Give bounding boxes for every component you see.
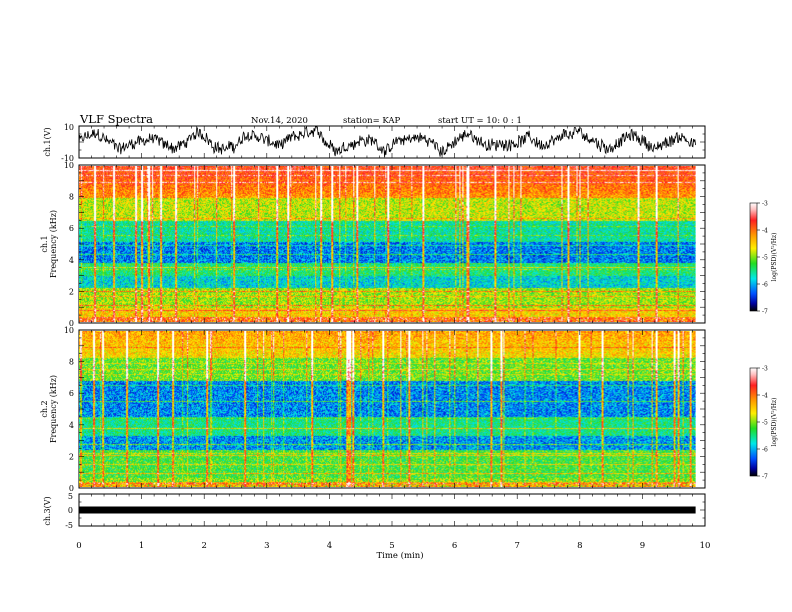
ch2-spec-tick-marks: [78, 329, 706, 489]
x-tick-label: 2: [201, 541, 206, 551]
ch1-spectrogram-panel: 0 2 4 6 8 10 ch.1 Frequency (kHz): [40, 161, 706, 328]
freq-tick-label: 4: [69, 421, 74, 430]
ch3-ytick-bottom: -5: [65, 521, 73, 530]
freq-tick-label: 10: [64, 326, 74, 335]
x-tick-label: 4: [327, 541, 332, 551]
ch2-colorbar: -3 -4 -5 -6 -7 log(PSD)(V²/Hz): [749, 366, 778, 481]
colorbar-tick-label: -4: [762, 228, 768, 235]
ch2-spec-ylabel-channel: ch.2: [40, 400, 49, 417]
ch1-tick-marks: [78, 125, 706, 159]
ch1-colorbar-ticks: -3 -4 -5 -6 -7: [757, 201, 768, 316]
ch2-spectrogram-panel: 0 2 4 6 8 10 ch.2 Frequency (kHz): [40, 326, 706, 493]
ch1-spec-ytick-labels: 0 2 4 6 8 10: [64, 161, 74, 328]
freq-tick-label: 8: [69, 358, 74, 367]
freq-tick-label: 8: [69, 193, 74, 202]
x-axis-tick-labels: 0 1 2 3 4 5 6 7 8 9 10: [76, 541, 710, 551]
ch1-colorbar-gradient: [749, 202, 758, 312]
ch1-colorbar: -3 -4 -5 -6 -7 log(PSD)(V²/Hz): [749, 201, 778, 316]
colorbar-tick-label: -6: [762, 447, 768, 454]
x-axis-label: Time (min): [376, 550, 423, 561]
ch1-ylabel: ch.1(V): [43, 127, 52, 156]
start-time-label: start UT = 10: 0 : 1: [438, 116, 522, 126]
ch1-spec-tick-marks: [78, 164, 706, 324]
x-tick-label: 7: [514, 541, 519, 551]
x-tick-label: 10: [700, 541, 711, 551]
ch1-spec-ylabel-frequency: Frequency (kHz): [49, 210, 58, 278]
x-tick-label: 1: [139, 541, 144, 551]
ch1-spectrogram-heatmap: [79, 166, 696, 322]
ch3-signal-band: [79, 506, 696, 514]
ch2-colorbar-gradient: [749, 367, 758, 477]
freq-tick-label: 10: [64, 161, 74, 170]
freq-tick-label: 2: [69, 452, 74, 461]
freq-tick-label: 0: [69, 319, 74, 328]
ch2-spec-ytick-labels: 0 2 4 6 8 10: [64, 326, 74, 493]
ch1-ytick-top: 10: [64, 123, 74, 132]
ch2-colorbar-ticks: -3 -4 -5 -6 -7: [757, 366, 768, 481]
freq-tick-label: 6: [69, 389, 74, 398]
x-tick-label: 9: [640, 541, 645, 551]
ch2-colorbar-label: log(PSD)(V²/Hz): [771, 398, 778, 447]
x-tick-label: 6: [452, 541, 457, 551]
freq-tick-label: 0: [69, 484, 74, 493]
ch3-ylabel: ch.3(V): [43, 496, 52, 525]
ch1-spec-ylabel-channel: ch.1: [40, 235, 49, 252]
x-tick-label: 3: [264, 541, 269, 551]
ch2-spectrogram-heatmap: [79, 331, 696, 487]
station-label: station= KAP: [343, 116, 401, 126]
colorbar-tick-label: -3: [762, 201, 768, 208]
colorbar-tick-label: -4: [762, 393, 768, 400]
freq-tick-label: 6: [69, 224, 74, 233]
colorbar-tick-label: -7: [762, 474, 768, 481]
ch3-signal-panel: 5 0 -5 ch.3(V): [43, 492, 706, 530]
x-tick-label: 5: [389, 541, 394, 551]
colorbar-tick-label: -7: [762, 309, 768, 316]
colorbar-tick-label: -3: [762, 366, 768, 373]
ch3-ytick-mid: 0: [68, 506, 73, 515]
x-tick-label: 8: [577, 541, 582, 551]
ch1-colorbar-label: log(PSD)(V²/Hz): [771, 233, 778, 282]
ch3-ytick-top: 5: [68, 492, 73, 501]
date-label: Nov.14, 2020: [251, 116, 308, 126]
colorbar-tick-label: -5: [762, 255, 768, 262]
x-tick-label: 0: [76, 541, 81, 551]
ch3-tick-marks: [78, 493, 706, 527]
freq-tick-label: 4: [69, 256, 74, 265]
ch1-waveform-line: [78, 125, 696, 158]
colorbar-tick-label: -6: [762, 282, 768, 289]
freq-tick-label: 2: [69, 287, 74, 296]
ch2-spec-ylabel-frequency: Frequency (kHz): [49, 375, 58, 443]
colorbar-tick-label: -5: [762, 420, 768, 427]
figure-title: VLF Spectra: [79, 112, 153, 126]
ch1-ytick-bottom: -10: [61, 154, 74, 163]
ch1-waveform-panel: 10 -10 ch.1(V): [43, 123, 706, 163]
